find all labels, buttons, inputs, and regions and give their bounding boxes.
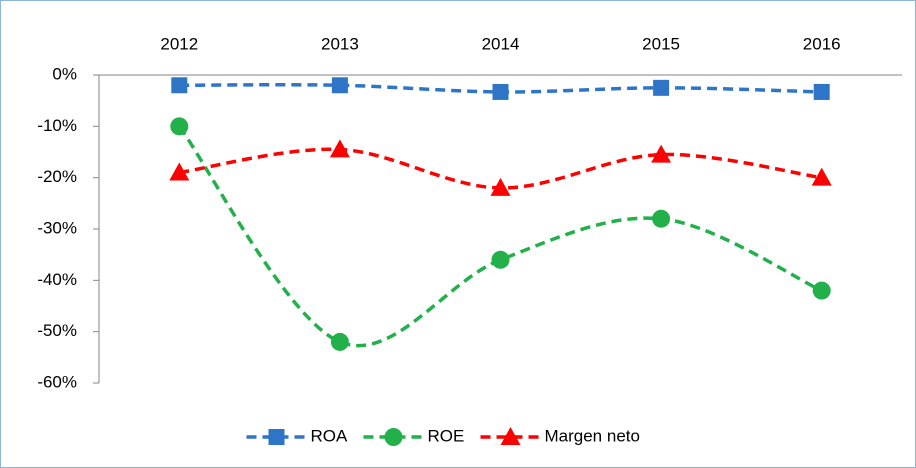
x-tick-label: 2014 (482, 34, 520, 53)
marker (331, 77, 348, 94)
marker (491, 250, 510, 269)
marker (170, 117, 189, 136)
marker (169, 162, 190, 181)
x-tick-label: 2015 (642, 34, 680, 53)
y-tick-label: -30% (37, 218, 77, 237)
legend: ROA ROE Margen neto (246, 426, 640, 446)
y-tick-label: -50% (37, 321, 77, 340)
legend-item: ROA (246, 426, 349, 445)
marker (813, 83, 830, 100)
y-tick-label: -60% (37, 372, 77, 391)
marker (171, 77, 188, 94)
x-tick-label: 2016 (803, 34, 841, 53)
series-line (177, 125, 823, 348)
marker (652, 209, 671, 228)
marker (330, 332, 349, 351)
x-tick-label: 2013 (321, 34, 359, 53)
y-tick-label: -40% (37, 270, 77, 289)
marker (651, 144, 672, 163)
marker (490, 177, 511, 196)
legend-item: ROE (363, 426, 465, 446)
marker (653, 79, 670, 96)
y-tick-label: 0% (52, 64, 77, 83)
marker (811, 167, 832, 186)
legend-label: ROE (428, 426, 465, 445)
x-tick-label: 2012 (160, 34, 198, 53)
marker (500, 427, 521, 445)
marker (812, 281, 831, 300)
marker (329, 139, 350, 158)
legend-item: Margen neto (480, 426, 640, 445)
legend-label: ROA (311, 426, 349, 445)
legend-label: Margen neto (545, 426, 640, 445)
marker (492, 83, 509, 100)
marker (384, 428, 403, 446)
y-tick-label: -10% (37, 116, 77, 135)
marker (268, 429, 285, 445)
y-tick-label: -20% (37, 167, 77, 186)
